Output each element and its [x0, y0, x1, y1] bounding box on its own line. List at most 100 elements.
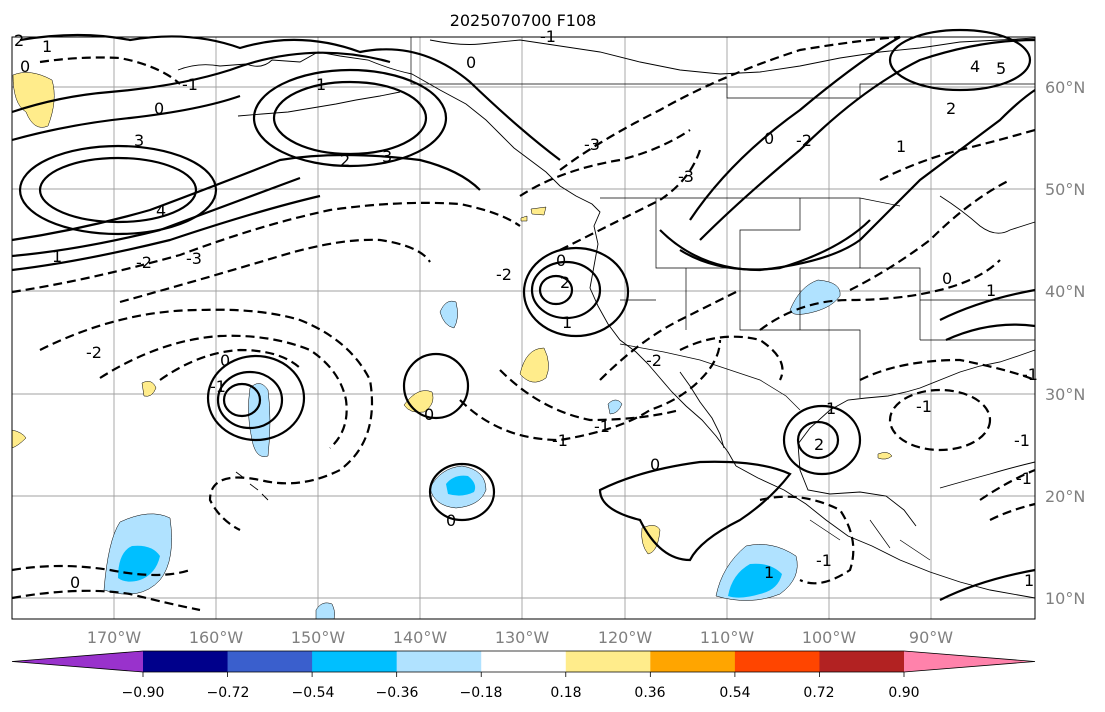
- colorbar-tick-label: 0.36: [634, 685, 665, 701]
- colorbar-segment: [396, 651, 482, 672]
- contour-line: [599, 289, 741, 381]
- map-title: 2025070700 F108: [450, 11, 597, 30]
- contour-line: [782, 404, 862, 476]
- contour-line: [206, 354, 306, 442]
- colorbar-tick-label: 0.54: [719, 685, 750, 701]
- colorbar-tick-label: −0.36: [376, 685, 419, 701]
- positive-shade-area: [11, 429, 27, 449]
- contour-line: [11, 194, 321, 272]
- contour-line: [538, 274, 574, 306]
- lon-label: 150°W: [291, 628, 346, 647]
- colorbar-segment: [734, 651, 820, 672]
- aleutian-islands: [237, 91, 401, 117]
- contour-line: [939, 288, 1036, 321]
- contour-line: [979, 468, 1036, 501]
- lon-label: 110°W: [700, 628, 755, 647]
- contour-line: [699, 38, 1036, 241]
- contour-label: 3: [382, 147, 392, 166]
- us-mexico-border: [619, 343, 801, 411]
- contour-line: [402, 352, 470, 420]
- contour-line: [519, 129, 691, 197]
- contour-label: 0: [20, 57, 30, 76]
- contour-line: [39, 56, 181, 85]
- longitude-labels: 170°W 160°W 150°W 140°W 130°W 120°W 110°…: [87, 628, 953, 647]
- contour-labels: 0 1 3 4 0 -2 3 2 -1 0 1 -3 -2 -3 -1 1 4 …: [14, 27, 1038, 592]
- lon-label: 130°W: [495, 628, 550, 647]
- arctic-coast: [429, 37, 1036, 75]
- contour-label: 1: [562, 313, 572, 332]
- contour-label: -1: [210, 377, 226, 396]
- lat-label: 10°N: [1045, 589, 1085, 608]
- contour-label: -1: [182, 75, 198, 94]
- lat-label: 50°N: [1045, 180, 1085, 199]
- contour-line: [679, 335, 784, 381]
- positive-shade-area: [141, 381, 157, 397]
- colorbar-tick-label: −0.18: [460, 685, 503, 701]
- contour-label: 0: [70, 573, 80, 592]
- colorbar-extend-high: [904, 651, 1035, 672]
- map-frame: [11, 36, 1036, 620]
- graticule: [12, 37, 1035, 619]
- lat-label: 60°N: [1045, 78, 1085, 97]
- lat-label: 40°N: [1045, 282, 1085, 301]
- contour-label: 2: [14, 31, 24, 50]
- colorbar-extend-low: [12, 651, 143, 672]
- cuba-coast: [939, 461, 1036, 489]
- contour-label: -1: [594, 417, 610, 436]
- colorbar-tick-label: 0.18: [550, 685, 581, 701]
- contours: [11, 28, 1036, 612]
- colorbar-segment: [650, 651, 736, 672]
- contour-label: 0: [764, 129, 774, 148]
- contour-label: -2: [136, 253, 152, 272]
- contour-label: 0: [556, 251, 566, 270]
- contour-label: 0: [220, 351, 230, 370]
- contour-label: 1: [764, 563, 774, 582]
- contour-label: -3: [186, 249, 202, 268]
- contour-line: [18, 144, 218, 236]
- central-america-borders: [809, 519, 931, 561]
- contour-line: [11, 564, 191, 577]
- lon-label: 160°W: [189, 628, 244, 647]
- contour-label: 3: [134, 131, 144, 150]
- contour-line: [252, 68, 448, 168]
- colorbar-tick-label: −0.72: [207, 685, 250, 701]
- great-lakes-coast: [939, 195, 1036, 234]
- political-borders: [410, 37, 1035, 561]
- lon-label: 100°W: [802, 628, 857, 647]
- contour-label: -1: [552, 431, 568, 450]
- contour-label: 0: [424, 405, 434, 424]
- contour-label: 4: [970, 57, 980, 76]
- contour-line: [459, 339, 722, 442]
- contour-line: [38, 156, 198, 224]
- contour-line: [689, 36, 901, 221]
- contour-label: -1: [816, 551, 832, 570]
- contour-line: [11, 589, 201, 612]
- contour-line: [159, 348, 301, 381]
- contour-label: -1: [1014, 431, 1030, 450]
- central-america-pacific-coast: [735, 465, 1036, 599]
- positive-shade-area: [520, 215, 528, 222]
- contour-line: [499, 369, 681, 422]
- contour-label: -3: [678, 167, 694, 186]
- colorbar-segments: [11, 650, 1036, 673]
- negative-shade-area: [439, 300, 458, 329]
- contour-label: -2: [646, 351, 662, 370]
- contour-label: -2: [796, 131, 812, 150]
- contour-label: 0: [942, 269, 952, 288]
- negative-shade-area: [315, 602, 335, 620]
- us-canada-border: [600, 197, 901, 207]
- contour-label: 0: [446, 511, 456, 530]
- contour-label: 1: [1024, 571, 1034, 590]
- colorbar-segment: [312, 651, 398, 672]
- contour-label: 1: [42, 37, 52, 56]
- contour-line: [559, 149, 702, 251]
- colorbar-segment: [481, 651, 567, 672]
- contour-line: [428, 462, 496, 522]
- contour-label: 0: [154, 99, 164, 118]
- contour-line: [939, 568, 1036, 601]
- negative-shade-area: [446, 475, 476, 496]
- positive-shade-area: [12, 72, 55, 128]
- contour-label: 1: [316, 75, 326, 94]
